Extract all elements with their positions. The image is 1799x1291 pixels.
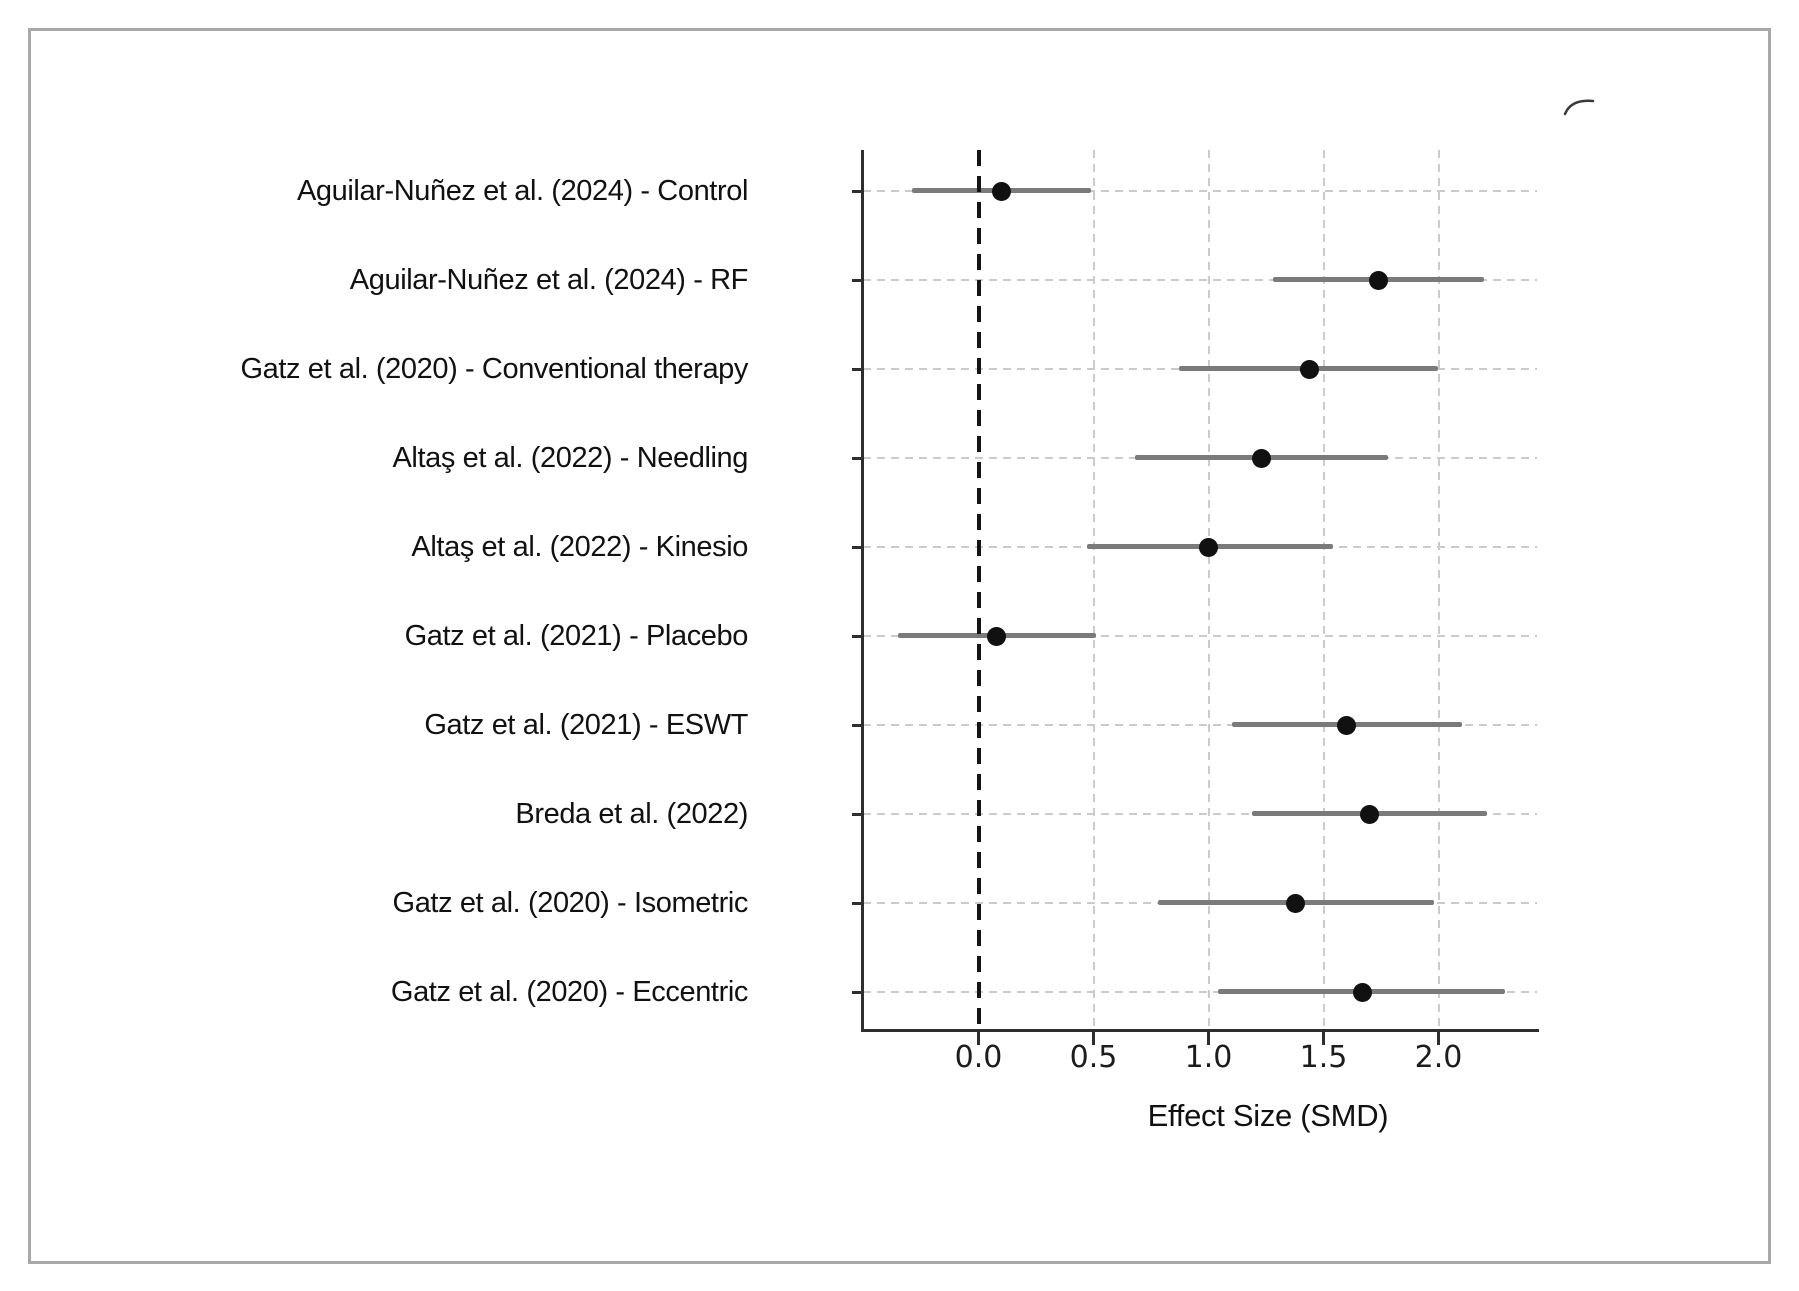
x-gridline [1092, 150, 1095, 1029]
study-label: Aguilar-Nuñez et al. (2024) - RF [349, 264, 749, 296]
y-gridline [863, 991, 1537, 993]
effect-size-point [1286, 893, 1306, 913]
y-tick-mark [852, 190, 864, 193]
study-label: Gatz et al. (2021) - ESWT [424, 709, 748, 741]
study-label: Aguilar-Nuñez et al. (2024) - Control [296, 175, 748, 207]
effect-size-point [1251, 448, 1271, 468]
stray-curve-mark [1563, 99, 1595, 116]
y-tick-mark [852, 635, 864, 638]
y-tick-mark [852, 546, 864, 549]
study-label: Gatz et al. (2021) - Placebo [404, 620, 749, 652]
y-gridline [863, 279, 1537, 281]
x-tick-mark [1322, 1032, 1325, 1045]
effect-size-point [1369, 270, 1389, 290]
study-label: Altaş et al. (2022) - Needling [392, 442, 748, 474]
effect-size-point [987, 626, 1007, 646]
y-tick-mark [852, 279, 864, 282]
y-gridline [863, 190, 1537, 192]
x-tick-label: 0.0 [954, 1040, 1003, 1075]
x-gridline [1207, 150, 1210, 1029]
effect-size-point [1360, 804, 1379, 824]
x-tick-label: 1.5 [1299, 1040, 1348, 1075]
y-tick-mark [852, 368, 864, 371]
effect-size-point [992, 181, 1011, 201]
study-label: Gatz et al. (2020) - Conventional therap… [240, 353, 749, 385]
y-gridline [863, 724, 1537, 726]
x-gridline [1322, 150, 1325, 1029]
study-label: Altaş et al. (2022) - Kinesio [411, 531, 748, 563]
study-label: Gatz et al. (2020) - Isometric [392, 887, 749, 919]
x-tick-mark [1437, 1032, 1440, 1045]
x-tick-mark [1092, 1032, 1095, 1045]
x-tick-mark [977, 1032, 980, 1045]
y-tick-mark [852, 724, 864, 727]
y-axis-spine [861, 150, 864, 1032]
x-axis-spine [861, 1029, 1539, 1032]
y-tick-mark [852, 902, 864, 905]
x-tick-mark [1207, 1032, 1210, 1045]
y-gridline [863, 635, 1537, 637]
y-gridline [863, 813, 1537, 815]
y-tick-mark [852, 813, 864, 816]
x-gridline [1437, 150, 1440, 1029]
effect-size-point [1199, 537, 1218, 557]
effect-size-point [1353, 982, 1373, 1002]
study-label: Gatz et al. (2020) - Eccentric [390, 976, 748, 1008]
x-axis-title: Effect Size (SMD) [1147, 1098, 1389, 1133]
y-tick-mark [852, 991, 864, 994]
figure-border [28, 28, 1771, 1264]
x-tick-label: 1.0 [1184, 1040, 1233, 1075]
x-tick-label: 0.5 [1069, 1040, 1118, 1075]
zero-reference-line [976, 150, 981, 1029]
study-label: Breda et al. (2022) [515, 798, 748, 830]
y-tick-mark [852, 457, 864, 460]
effect-size-point [1337, 715, 1356, 735]
effect-size-point [1300, 359, 1320, 379]
x-tick-label: 2.0 [1414, 1040, 1463, 1075]
